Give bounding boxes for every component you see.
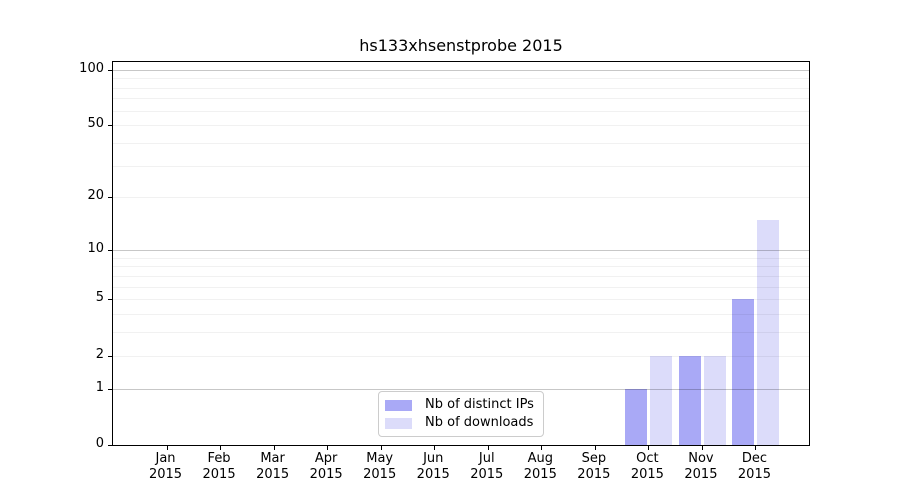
y-tick-label-50: 50	[87, 116, 104, 132]
gridline-minor-8	[113, 266, 809, 268]
y-tick-50	[108, 125, 112, 127]
gridline-minor-70	[113, 98, 809, 100]
x-tick-jul	[487, 445, 489, 450]
x-tick-label-feb: Feb 2015	[187, 451, 251, 483]
gridline-minor-40	[113, 142, 809, 144]
x-tick-label-month: Mar	[260, 451, 285, 466]
y-tick-label-10: 10	[87, 240, 104, 256]
x-tick-label-year: 2015	[630, 467, 664, 482]
x-tick-label-jun: Jun 2015	[401, 451, 465, 483]
x-tick-oct	[648, 445, 650, 450]
x-tick-label-year: 2015	[577, 467, 611, 482]
gridline-minor-90	[113, 78, 809, 80]
x-tick-label-year: 2015	[470, 467, 504, 482]
gridline-minor-50	[113, 125, 809, 127]
x-tick-label-mar: Mar 2015	[241, 451, 305, 483]
x-tick-label-year: 2015	[148, 467, 183, 482]
x-tick-jan	[166, 445, 168, 450]
x-tick-label-jan: Jan 2015	[134, 451, 198, 483]
y-tick-label-0: 0	[95, 436, 104, 451]
x-tick-apr	[327, 445, 329, 450]
y-tick-1	[108, 388, 112, 390]
x-tick-jun	[434, 445, 436, 450]
x-tick-label-month: Aug	[527, 451, 553, 466]
legend-label-downloads: Nb of downloads	[425, 415, 534, 430]
x-tick-label-month: Feb	[207, 451, 231, 466]
gridline-major-10	[113, 249, 809, 251]
gridline-minor-80	[113, 87, 809, 89]
gridline-minor-4	[113, 314, 809, 316]
bar-downloads-nov	[703, 355, 726, 445]
plot-area	[108, 61, 810, 450]
x-tick-label-dec: Dec 2015	[722, 451, 786, 483]
gridline-minor-6	[113, 286, 809, 288]
gridline-minor-20	[113, 197, 809, 199]
x-tick-label-year: 2015	[256, 467, 290, 482]
x-tick-label-year: 2015	[202, 467, 236, 482]
x-tick-dec	[755, 445, 757, 450]
x-tick-label-year: 2015	[523, 467, 557, 482]
x-tick-label-oct: Oct 2015	[615, 451, 679, 483]
x-tick-label-may: May 2015	[348, 451, 412, 483]
x-tick-label-month: Jun	[423, 451, 444, 466]
gridline-minor-30	[113, 165, 809, 167]
y-tick-label-1: 1	[95, 379, 104, 395]
legend: Nb of distinct IPs Nb of downloads	[378, 391, 544, 437]
x-tick-label-apr: Apr 2015	[294, 451, 358, 483]
gridline-minor-60	[113, 110, 809, 112]
x-tick-sep	[594, 445, 596, 450]
x-tick-nov	[701, 445, 703, 450]
y-tick-0	[108, 445, 112, 446]
x-tick-label-year: 2015	[309, 467, 343, 482]
y-tick-label-20: 20	[87, 188, 104, 204]
bar-distinct-ips-nov	[678, 355, 701, 445]
x-tick-label-year: 2015	[363, 467, 397, 482]
y-tick-5	[108, 299, 112, 301]
bar-distinct-ips-oct	[625, 388, 648, 445]
y-tick-label-100: 100	[79, 60, 104, 76]
legend-label-distinct-ips: Nb of distinct IPs	[425, 397, 534, 412]
x-tick-label-sep: Sep 2015	[562, 451, 626, 483]
x-tick-label-month: Jan	[155, 451, 176, 466]
y-tick-label-2: 2	[95, 346, 104, 362]
x-tick-label-month: Oct	[636, 451, 659, 466]
gridline-minor-5	[113, 299, 809, 301]
legend-swatch-downloads	[385, 417, 412, 429]
gridline-minor-9	[113, 257, 809, 259]
x-tick-label-year: 2015	[416, 467, 450, 482]
y-tick-label-5: 5	[95, 290, 104, 306]
x-tick-label-month: Apr	[314, 451, 338, 466]
x-tick-label-month: Nov	[688, 451, 714, 466]
bar-downloads-oct	[650, 355, 673, 445]
legend-item-downloads: Nb of downloads	[385, 415, 535, 431]
legend-item-distinct-ips: Nb of distinct IPs	[385, 397, 535, 413]
x-tick-aug	[541, 445, 543, 450]
x-tick-label-month: May	[366, 451, 394, 466]
gridline-minor-7	[113, 275, 809, 277]
x-tick-label-month: Sep	[581, 451, 607, 466]
x-tick-label-year: 2015	[737, 467, 771, 482]
x-tick-label-aug: Aug 2015	[508, 451, 572, 483]
gridline-major-100	[113, 69, 809, 71]
x-tick-label-jul: Jul 2015	[455, 451, 519, 483]
y-tick-10	[108, 249, 112, 251]
x-tick-feb	[220, 445, 222, 450]
y-tick-20	[108, 197, 112, 199]
bar-distinct-ips-dec	[732, 299, 755, 445]
x-tick-label-nov: Nov 2015	[669, 451, 733, 483]
y-tick-2	[108, 355, 112, 357]
bar-downloads-dec	[757, 219, 780, 445]
x-tick-may	[380, 445, 382, 450]
y-tick-100	[108, 69, 112, 71]
chart-title: hs133xhsenstprobe 2015	[359, 36, 563, 55]
gridline-minor-3	[113, 332, 809, 334]
legend-swatch-distinct-ips	[385, 399, 412, 411]
x-tick-label-month: Jul	[478, 451, 495, 466]
x-tick-label-month: Dec	[741, 451, 768, 466]
x-tick-mar	[273, 445, 275, 450]
x-tick-label-year: 2015	[684, 467, 718, 482]
